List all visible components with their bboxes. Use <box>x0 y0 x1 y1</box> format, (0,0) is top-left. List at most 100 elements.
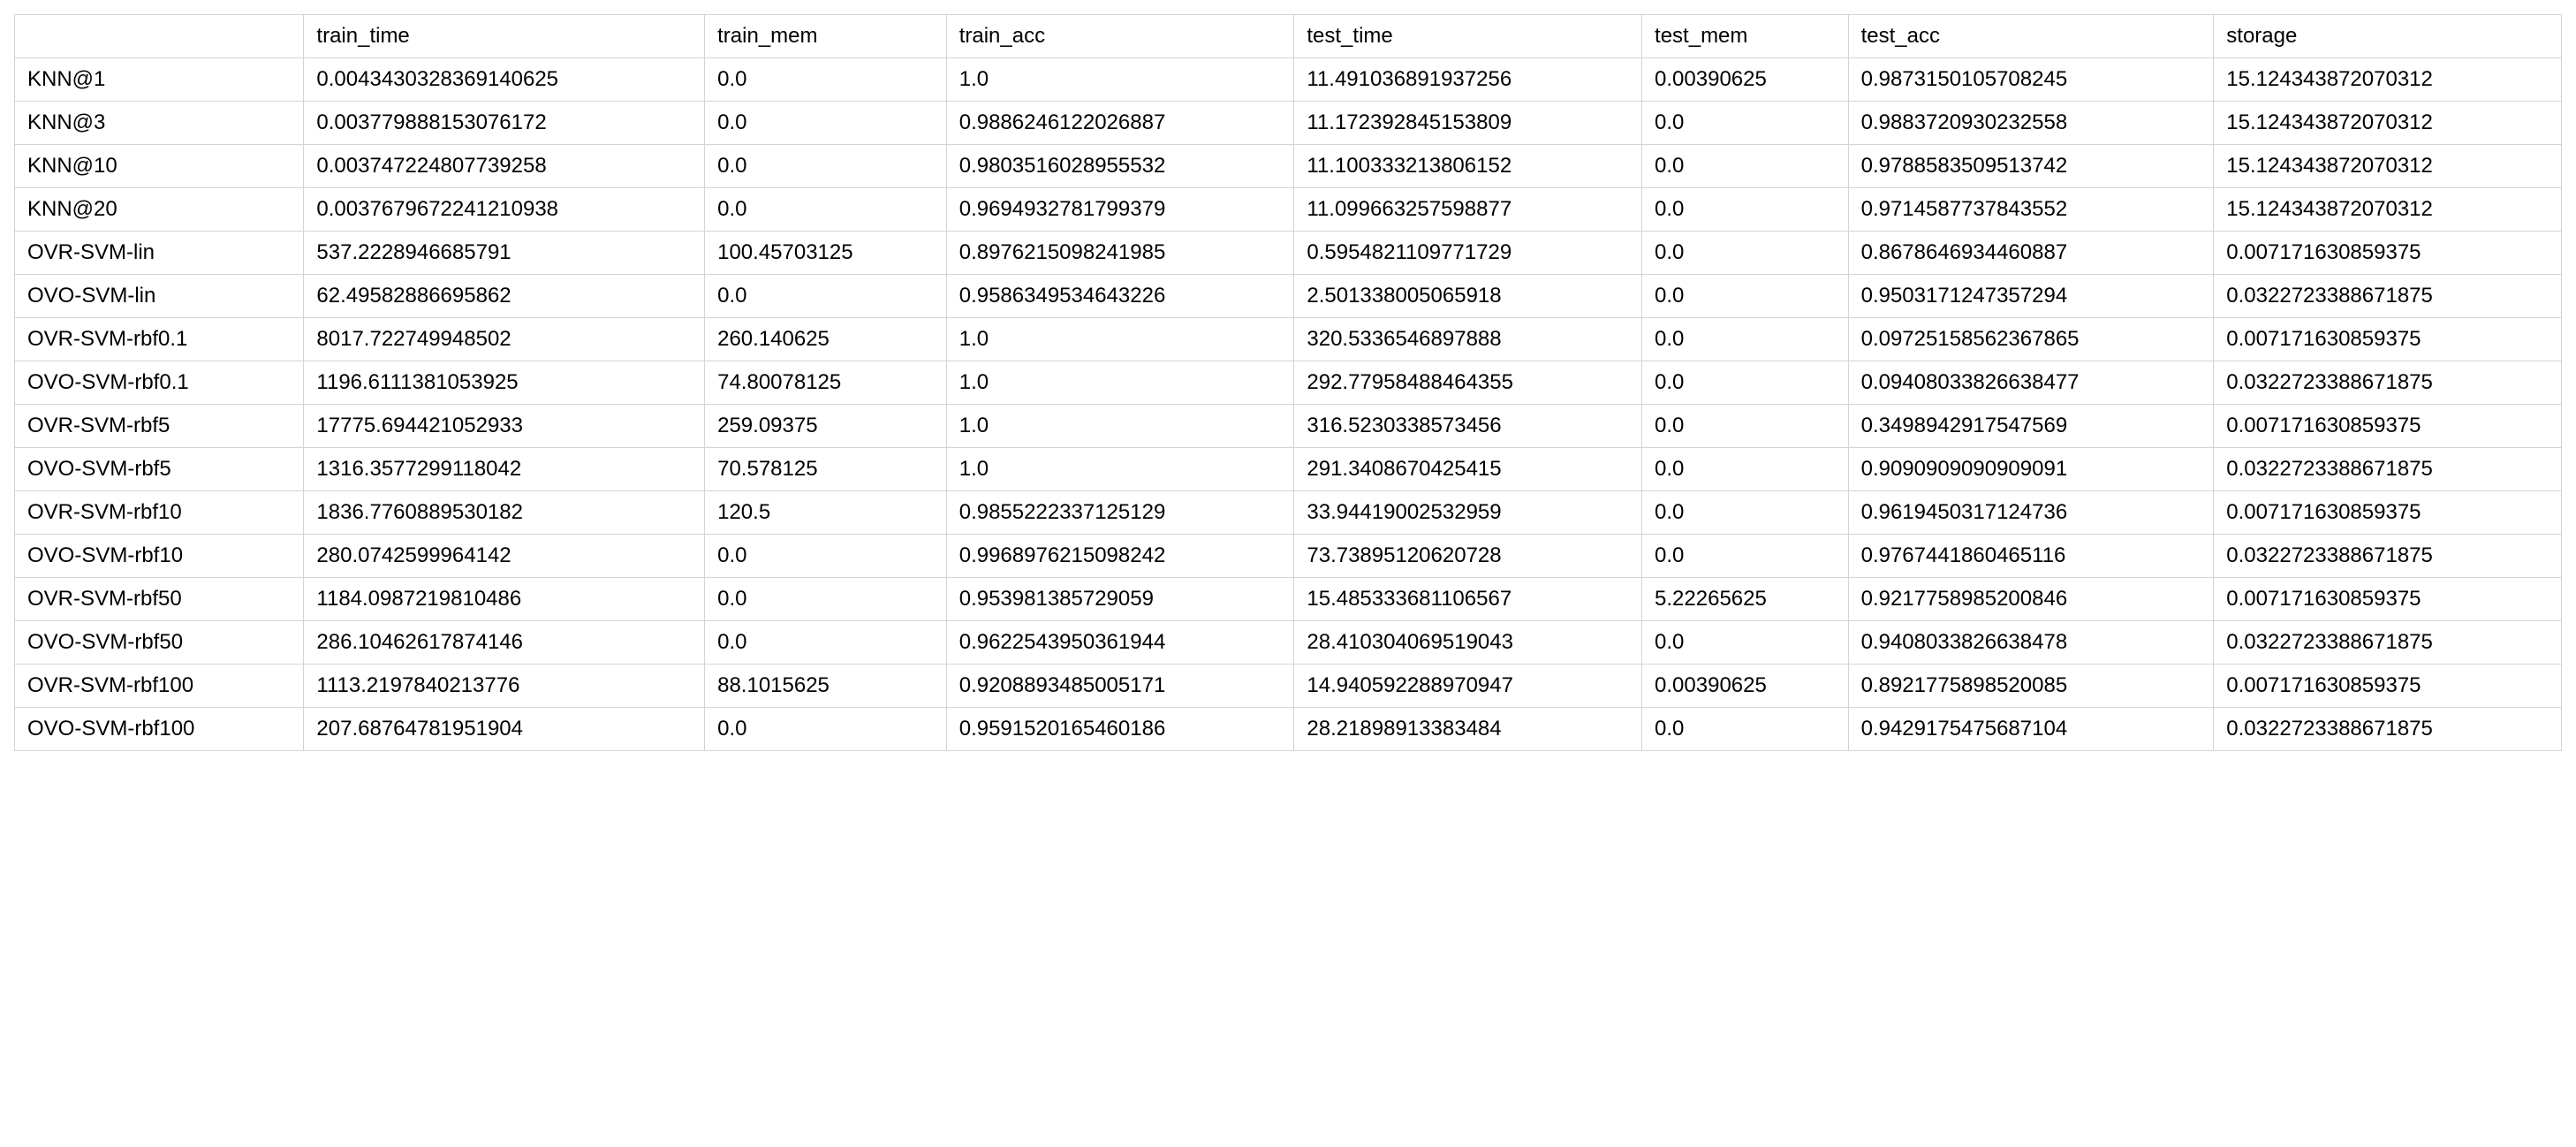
row-header: OVR-SVM-lin <box>15 232 304 275</box>
results-table: train_timetrain_memtrain_acctest_time tes… <box>14 14 2562 751</box>
cell: 0.9968976215098242 <box>946 535 1294 578</box>
cell: 0.3498942917547569 <box>1848 405 2214 448</box>
table-row: KNN@200.00376796722412109380.00.96949327… <box>15 188 2562 232</box>
cell: 0.0322723388671875 <box>2214 708 2562 751</box>
cell: 0.9586349534643226 <box>946 275 1294 318</box>
column-header: train_time <box>304 15 705 58</box>
column-header: test_acc <box>1848 15 2214 58</box>
row-header: OVR-SVM-rbf100 <box>15 665 304 708</box>
table-row: OVR-SVM-rbf501184.09872198104860.00.9539… <box>15 578 2562 621</box>
cell: 0.0 <box>1642 405 1849 448</box>
cell: 1196.6111381053925 <box>304 361 705 405</box>
table-header: train_timetrain_memtrain_acctest_time tes… <box>15 15 2562 58</box>
cell: 88.1015625 <box>705 665 947 708</box>
cell: 15.485333681106567 <box>1294 578 1642 621</box>
cell: 0.09408033826638477 <box>1848 361 2214 405</box>
cell: 0.9619450317124736 <box>1848 491 2214 535</box>
cell: 1316.3577299118042 <box>304 448 705 491</box>
cell: 0.8678646934460887 <box>1848 232 2214 275</box>
cell: 0.0 <box>1642 621 1849 665</box>
row-header: OVO-SVM-lin <box>15 275 304 318</box>
cell: 11.491036891937256 <box>1294 58 1642 102</box>
cell: 62.49582886695862 <box>304 275 705 318</box>
cell: 0.9767441860465116 <box>1848 535 2214 578</box>
cell: 0.8976215098241985 <box>946 232 1294 275</box>
cell: 11.100333213806152 <box>1294 145 1642 188</box>
cell: 1.0 <box>946 361 1294 405</box>
cell: 70.578125 <box>705 448 947 491</box>
cell: 0.9217758985200846 <box>1848 578 2214 621</box>
cell: 8017.722749948502 <box>304 318 705 361</box>
cell: 17775.694421052933 <box>304 405 705 448</box>
cell: 0.9208893485005171 <box>946 665 1294 708</box>
row-header: OVO-SVM-rbf5 <box>15 448 304 491</box>
cell: 0.9503171247357294 <box>1848 275 2214 318</box>
table-row: KNN@100.0037472248077392580.00.980351602… <box>15 145 2562 188</box>
cell: 0.007171630859375 <box>2214 405 2562 448</box>
cell: 0.9883720930232558 <box>1848 102 2214 145</box>
cell: 291.3408670425415 <box>1294 448 1642 491</box>
cell: 2.501338005065918 <box>1294 275 1642 318</box>
table-row: OVO-SVM-rbf50286.104626178741460.00.9622… <box>15 621 2562 665</box>
row-header: KNN@1 <box>15 58 304 102</box>
cell: 74.80078125 <box>705 361 947 405</box>
table-row: OVO-SVM-lin62.495828866958620.00.9586349… <box>15 275 2562 318</box>
cell: 100.45703125 <box>705 232 947 275</box>
cell: 28.21898913383484 <box>1294 708 1642 751</box>
cell: 0.0322723388671875 <box>2214 621 2562 665</box>
cell: 0.0 <box>1642 102 1849 145</box>
cell: 0.9408033826638478 <box>1848 621 2214 665</box>
cell: 0.0322723388671875 <box>2214 448 2562 491</box>
cell: 1.0 <box>946 318 1294 361</box>
corner-cell <box>15 15 304 58</box>
cell: 1.0 <box>946 448 1294 491</box>
table-row: OVO-SVM-rbf51316.357729911804270.5781251… <box>15 448 2562 491</box>
cell: 0.8921775898520085 <box>1848 665 2214 708</box>
cell: 0.0 <box>1642 535 1849 578</box>
cell: 15.124343872070312 <box>2214 188 2562 232</box>
row-header: OVR-SVM-rbf0.1 <box>15 318 304 361</box>
cell: 0.953981385729059 <box>946 578 1294 621</box>
cell: 0.007171630859375 <box>2214 232 2562 275</box>
cell: 0.0 <box>705 188 947 232</box>
cell: 0.0 <box>705 578 947 621</box>
cell: 0.9429175475687104 <box>1848 708 2214 751</box>
cell: 1184.0987219810486 <box>304 578 705 621</box>
cell: 280.0742599964142 <box>304 535 705 578</box>
row-header: OVR-SVM-rbf50 <box>15 578 304 621</box>
cell: 0.9855222337125129 <box>946 491 1294 535</box>
cell: 0.007171630859375 <box>2214 318 2562 361</box>
table-row: OVO-SVM-rbf0.11196.611138105392574.80078… <box>15 361 2562 405</box>
cell: 120.5 <box>705 491 947 535</box>
cell: 537.2228946685791 <box>304 232 705 275</box>
cell: 11.099663257598877 <box>1294 188 1642 232</box>
cell: 0.007171630859375 <box>2214 491 2562 535</box>
row-header: OVR-SVM-rbf5 <box>15 405 304 448</box>
cell: 0.007171630859375 <box>2214 665 2562 708</box>
cell: 0.0 <box>705 535 947 578</box>
column-header: train_mem <box>705 15 947 58</box>
column-header: train_acc <box>946 15 1294 58</box>
table-row: OVR-SVM-rbf517775.694421052933259.093751… <box>15 405 2562 448</box>
cell: 0.0 <box>1642 708 1849 751</box>
cell: 0.0 <box>705 621 947 665</box>
cell: 316.5230338573456 <box>1294 405 1642 448</box>
table-row: KNN@10.00434303283691406250.01.011.49103… <box>15 58 2562 102</box>
cell: 5.22265625 <box>1642 578 1849 621</box>
table-row: OVR-SVM-rbf0.18017.722749948502260.14062… <box>15 318 2562 361</box>
cell: 0.09725158562367865 <box>1848 318 2214 361</box>
table-row: OVO-SVM-rbf10280.07425999641420.00.99689… <box>15 535 2562 578</box>
row-header: OVO-SVM-rbf0.1 <box>15 361 304 405</box>
cell: 1113.2197840213776 <box>304 665 705 708</box>
cell: 0.9694932781799379 <box>946 188 1294 232</box>
cell: 11.172392845153809 <box>1294 102 1642 145</box>
cell: 259.09375 <box>705 405 947 448</box>
table-body: KNN@10.00434303283691406250.01.011.49103… <box>15 58 2562 751</box>
cell: 0.0 <box>705 145 947 188</box>
column-header: storage <box>2214 15 2562 58</box>
cell: 1.0 <box>946 405 1294 448</box>
cell: 0.0 <box>1642 188 1849 232</box>
cell: 33.94419002532959 <box>1294 491 1642 535</box>
cell: 0.0322723388671875 <box>2214 361 2562 405</box>
column-header: test_time <box>1294 15 1642 58</box>
